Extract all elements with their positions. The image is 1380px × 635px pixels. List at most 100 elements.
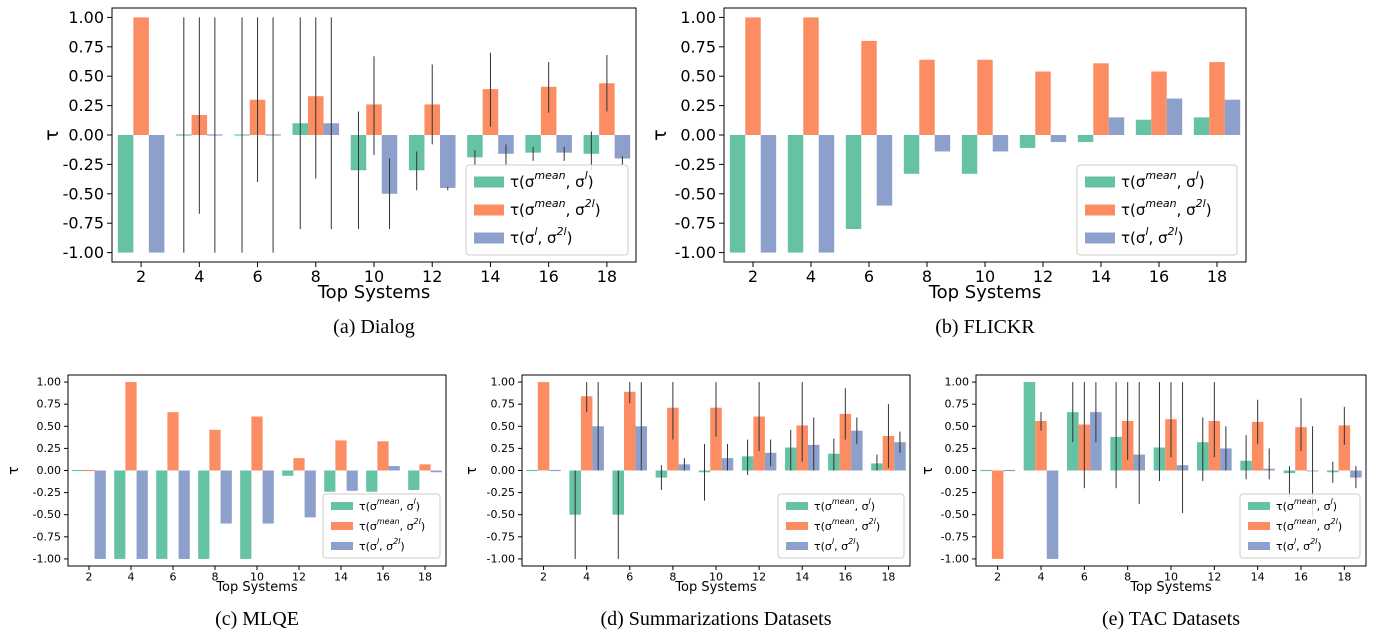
legend-swatch bbox=[474, 176, 504, 188]
y-tick-label: 0.00 bbox=[945, 464, 970, 477]
bar bbox=[262, 470, 274, 524]
x-tick-label: 4 bbox=[128, 570, 135, 583]
y-tick-label: 0.50 bbox=[68, 67, 104, 86]
bar bbox=[1019, 135, 1036, 148]
y-tick-label: 0.00 bbox=[37, 464, 62, 477]
y-tick-label: -0.50 bbox=[63, 184, 104, 203]
chart-4: -1.00 -0.75 -0.50 -0.25 0.00 0.25 0.50 0.75 1.00… bbox=[464, 374, 911, 630]
x-tick-label: 2 bbox=[994, 570, 1001, 583]
y-tick-label: 0.00 bbox=[491, 464, 516, 477]
x-tick-label: 14 bbox=[334, 570, 348, 583]
y-tick-label: -0.50 bbox=[941, 508, 969, 521]
bar bbox=[580, 396, 593, 471]
legend-swatch bbox=[1085, 176, 1115, 188]
bar bbox=[251, 416, 263, 471]
bar bbox=[114, 470, 126, 559]
bar bbox=[1050, 135, 1067, 143]
bar bbox=[293, 458, 305, 471]
bar bbox=[894, 442, 906, 471]
bar bbox=[992, 135, 1009, 152]
y-tick-label: 1.00 bbox=[491, 376, 516, 389]
legend-swatch bbox=[1248, 502, 1270, 510]
bar bbox=[94, 470, 106, 559]
legend-label: τ(σmean, σ2l) bbox=[510, 197, 601, 219]
bar bbox=[220, 470, 232, 524]
y-tick-label: 1.00 bbox=[68, 8, 104, 27]
bar bbox=[408, 470, 420, 490]
figure-caption: (a) Dialog bbox=[333, 316, 415, 338]
figure-caption: (d) Summarizations Datasets bbox=[600, 608, 831, 630]
x-tick-label: 12 bbox=[422, 267, 442, 286]
legend-frame bbox=[777, 493, 905, 559]
x-tick-label: 8 bbox=[311, 267, 321, 286]
y-tick-label: -0.75 bbox=[487, 530, 515, 543]
y-tick-label: 0.25 bbox=[945, 442, 970, 455]
x-axis-label: Top Systems bbox=[674, 580, 757, 595]
bar bbox=[178, 470, 190, 559]
bar bbox=[1251, 421, 1264, 471]
legend-label: τ(σmean, σl) bbox=[359, 497, 420, 513]
bar bbox=[209, 429, 221, 471]
y-tick-label: -0.75 bbox=[675, 214, 716, 233]
x-tick-label: 6 bbox=[252, 267, 262, 286]
x-tick-label: 6 bbox=[1081, 570, 1088, 583]
y-tick-label: 0.00 bbox=[68, 126, 104, 145]
y-axis-label: τ bbox=[464, 466, 480, 474]
bar bbox=[1108, 117, 1125, 135]
bar bbox=[537, 382, 550, 471]
x-tick-label: 4 bbox=[194, 267, 204, 286]
bar bbox=[240, 470, 252, 559]
y-tick-label: 0.25 bbox=[37, 442, 62, 455]
y-tick-label: 0.75 bbox=[680, 37, 716, 56]
legend-label: τ(σmean, σl) bbox=[1276, 497, 1337, 513]
x-tick-label: 12 bbox=[1207, 570, 1221, 583]
y-tick-label: 0.50 bbox=[680, 67, 716, 86]
y-tick-label: 0.25 bbox=[491, 442, 516, 455]
legend: τ(σmean, σl) τ(σmean, σ2l) τ(σl, σ2l) bbox=[1076, 164, 1238, 256]
bar bbox=[167, 412, 179, 471]
y-tick-label: -0.25 bbox=[941, 486, 969, 499]
legend-label: τ(σmean, σ2l) bbox=[814, 517, 880, 533]
legend-swatch bbox=[331, 502, 353, 510]
legend-swatch bbox=[474, 204, 504, 216]
x-tick-label: 12 bbox=[752, 570, 766, 583]
y-tick-label: -1.00 bbox=[487, 552, 515, 565]
legend-swatch bbox=[786, 502, 808, 510]
x-tick-label: 14 bbox=[480, 267, 500, 286]
legend-label: τ(σl, σ2l) bbox=[814, 537, 860, 553]
bar bbox=[760, 135, 777, 253]
chart-1: -1.00 -0.75 -0.50 -0.25 0.00 0.25 0.50 0.75 1.00… bbox=[41, 7, 637, 338]
x-tick-label: 18 bbox=[597, 267, 617, 286]
x-tick-label: 2 bbox=[748, 267, 758, 286]
bar bbox=[1166, 98, 1183, 135]
y-tick-label: 0.50 bbox=[945, 420, 970, 433]
bar bbox=[1093, 63, 1109, 135]
x-tick-label: 4 bbox=[583, 570, 590, 583]
chart-5: -1.00 -0.75 -0.50 -0.25 0.00 0.25 0.50 0.75 1.00… bbox=[920, 374, 1367, 630]
x-tick-label: 10 bbox=[975, 267, 995, 286]
legend-frame bbox=[465, 164, 629, 256]
y-tick-label: 1.00 bbox=[680, 8, 716, 27]
bar bbox=[991, 470, 1004, 559]
y-tick-label: 0.75 bbox=[945, 398, 970, 411]
bar bbox=[117, 135, 134, 253]
legend: τ(σmean, σl) τ(σmean, σ2l) τ(σl, σ2l) bbox=[322, 493, 441, 559]
y-tick-label: 1.00 bbox=[945, 376, 970, 389]
bar bbox=[377, 441, 389, 471]
x-tick-label: 8 bbox=[1124, 570, 1131, 583]
bar bbox=[934, 135, 951, 152]
bar bbox=[1209, 62, 1225, 136]
bar bbox=[961, 135, 978, 174]
bar bbox=[430, 470, 442, 473]
legend-label: τ(σl, σ2l) bbox=[359, 537, 405, 553]
legend-swatch bbox=[1248, 542, 1270, 550]
bar bbox=[624, 391, 636, 471]
legend-label: τ(σl, σ2l) bbox=[1276, 537, 1322, 553]
y-tick-label: 0.50 bbox=[491, 420, 516, 433]
y-tick-label: -1.00 bbox=[675, 243, 716, 262]
x-axis-label: Top Systems bbox=[928, 282, 1042, 303]
bar bbox=[1046, 470, 1059, 559]
x-tick-label: 10 bbox=[1164, 570, 1178, 583]
bar bbox=[710, 407, 722, 471]
y-tick-label: -1.00 bbox=[63, 243, 104, 262]
